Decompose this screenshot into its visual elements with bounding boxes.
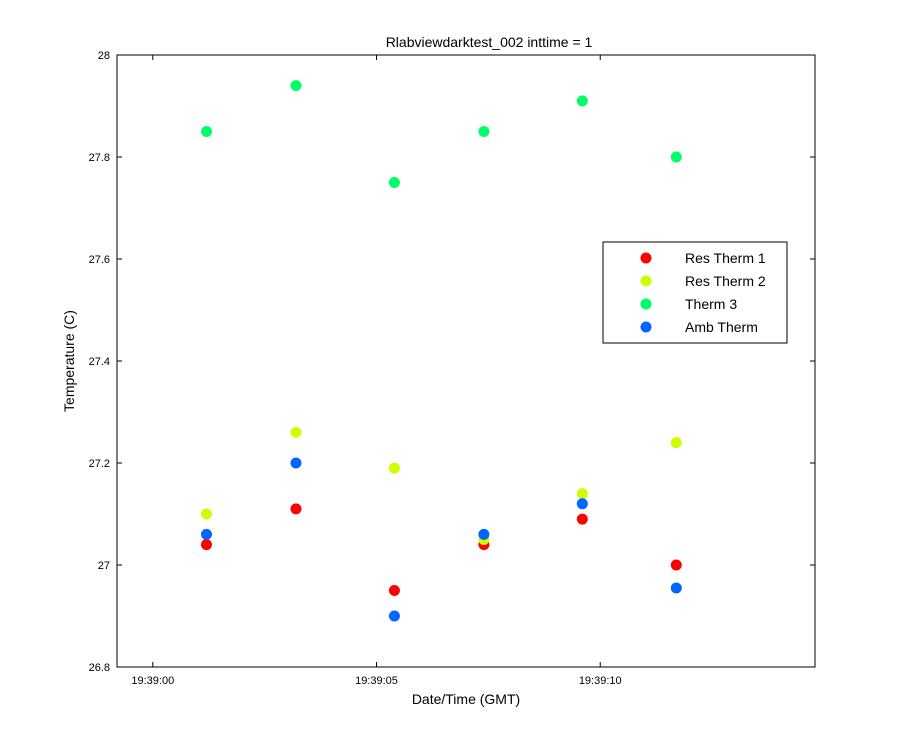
data-point: [576, 488, 588, 500]
x-axis-label: Date/Time (GMT): [412, 691, 520, 707]
y-tick-label: 27.4: [89, 356, 110, 368]
data-point: [200, 539, 212, 551]
data-point: [388, 610, 400, 622]
legend-marker: [640, 252, 652, 264]
data-point: [670, 582, 682, 594]
legend-marker: [640, 321, 652, 333]
data-point: [388, 177, 400, 188]
y-tick-label: 28: [98, 50, 110, 62]
data-point: [670, 437, 682, 449]
legend-label: Res Therm 1: [685, 250, 766, 266]
legend-marker: [640, 298, 652, 310]
x-tick-label: 19:39:10: [579, 675, 622, 687]
y-tick-label: 27.8: [89, 152, 110, 164]
chart-title: Rlabviewdarktest_002 inttime = 1: [386, 34, 593, 50]
y-tick-label: 27.6: [89, 254, 110, 266]
y-tick-label: 27.2: [89, 458, 110, 470]
legend-label: Therm 3: [685, 296, 737, 312]
y-tick-label: 27: [98, 560, 110, 572]
data-point: [200, 508, 212, 520]
data-point: [290, 426, 302, 438]
data-point: [478, 528, 490, 540]
x-tick-label: 19:39:00: [131, 675, 174, 687]
legend: Res Therm 1 Res Therm 2 Therm 3 Amb Therm: [602, 241, 788, 344]
data-point: [576, 498, 588, 510]
data-point: [290, 503, 302, 515]
y-tick-label: 26.8: [89, 662, 110, 674]
legend-marker: [640, 275, 652, 287]
data-point: [200, 126, 212, 137]
legend-label: Amb Therm: [685, 319, 758, 335]
legend-label: Res Therm 2: [685, 273, 766, 289]
data-point: [478, 126, 490, 137]
data-point: [670, 151, 682, 163]
data-point: [576, 95, 588, 107]
data-point: [670, 559, 682, 571]
x-tick-label: 19:39:05: [355, 675, 398, 687]
legend-box: [602, 241, 788, 344]
data-points: [200, 80, 682, 622]
data-point: [388, 585, 400, 596]
plot-area: [116, 54, 816, 668]
data-point: [576, 513, 588, 525]
data-point: [290, 457, 302, 469]
x-axis: 19:39:00 19:39:05 19:39:10: [131, 55, 622, 687]
data-point: [200, 528, 212, 540]
data-point: [388, 462, 400, 474]
y-axis-label: Temperature (C): [61, 310, 77, 412]
y-axis: 26.8 27 27.2 27.4 27.6 27.8 28: [89, 50, 815, 674]
data-point: [290, 80, 302, 92]
